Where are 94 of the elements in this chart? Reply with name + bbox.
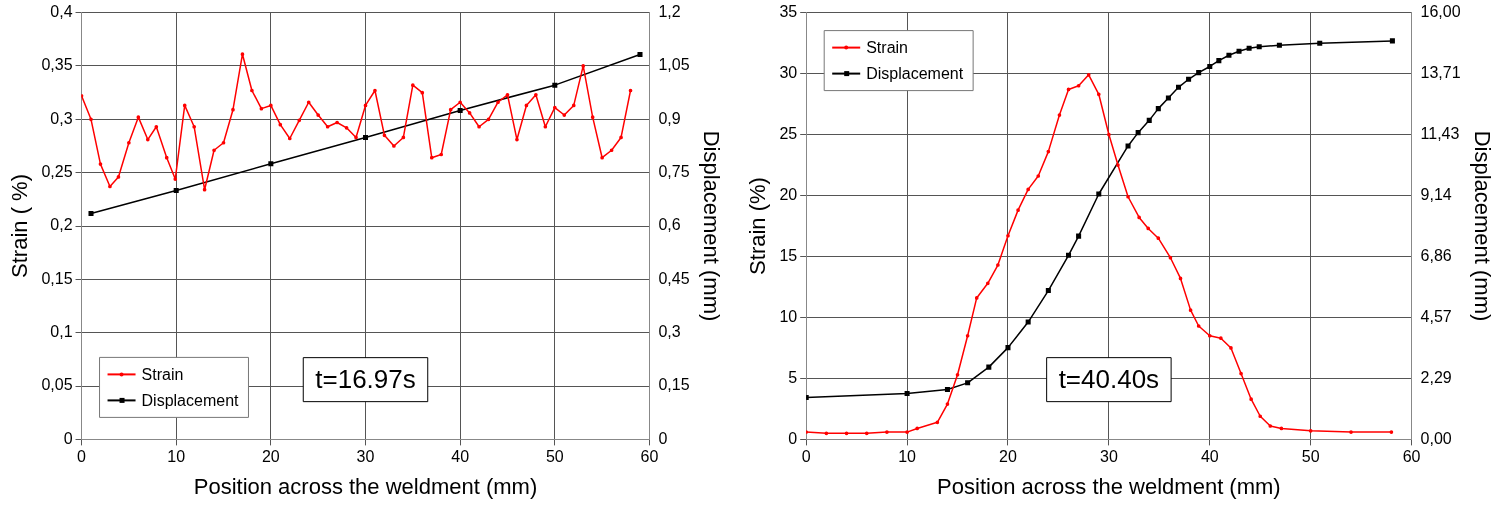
point (1155, 106, 1161, 112)
annotation: t=16.97s (315, 363, 416, 394)
point (1005, 345, 1011, 351)
y2-tick-label: 1,05 (658, 56, 690, 74)
point (1216, 58, 1222, 64)
point (1066, 252, 1072, 258)
point (637, 52, 643, 58)
legend-label: Displacement (866, 65, 964, 83)
y2-tick-label: 0,00 (1420, 429, 1452, 447)
y2-tick-label: 0,45 (658, 269, 690, 287)
y-tick-label: 0,15 (41, 269, 73, 287)
point (1146, 117, 1152, 123)
annotation: t=40.40s (1058, 363, 1160, 394)
point (1256, 44, 1262, 50)
x-tick-label: 50 (1301, 448, 1320, 466)
y-tick-label: 30 (779, 63, 798, 81)
point (362, 134, 369, 140)
point (965, 380, 971, 386)
point (944, 387, 950, 393)
point (1025, 319, 1031, 325)
y2-tick-label: 0,3 (658, 323, 681, 341)
y-tick-label: 0 (63, 429, 73, 447)
point (88, 211, 94, 217)
x-axis-title: Position across the weldment (mm) (193, 473, 538, 499)
y-tick-label: 35 (779, 3, 798, 21)
y2-axis-title: Displacement (mm) (698, 130, 724, 322)
point (1236, 48, 1242, 54)
point (1207, 63, 1213, 69)
point (1317, 40, 1323, 46)
legend-label: Strain (141, 365, 184, 383)
x-tick-label: 20 (261, 448, 280, 466)
y-tick-label: 0,2 (50, 216, 73, 234)
x-tick-label: 30 (1099, 448, 1118, 466)
y2-tick-label: 0,15 (658, 376, 690, 394)
y2-tick-label: 0,75 (658, 163, 690, 181)
y-tick-label: 25 (779, 124, 798, 142)
legend-label: Strain (866, 39, 908, 57)
x-tick-label: 0 (77, 448, 87, 466)
y-tick-label: 0,25 (41, 163, 73, 181)
y2-tick-label: 9,14 (1420, 185, 1452, 203)
y2-tick-label: 4,57 (1420, 307, 1452, 325)
point (1226, 52, 1232, 58)
y-tick-label: 15 (779, 246, 798, 264)
point (173, 187, 179, 193)
x-tick-label: 60 (1402, 448, 1421, 466)
point (457, 107, 463, 113)
point (1246, 45, 1252, 51)
y-tick-label: 0,05 (41, 376, 73, 394)
x-tick-label: 50 (545, 448, 564, 466)
y-tick-label: 20 (779, 185, 798, 203)
point (268, 161, 274, 167)
y2-tick-label: 13,71 (1420, 63, 1461, 81)
x-tick-label: 10 (898, 448, 917, 466)
x-tick-label: 60 (640, 448, 659, 466)
point (1186, 76, 1192, 82)
y2-tick-label: 6,86 (1420, 246, 1452, 264)
point (1276, 42, 1282, 48)
point (1045, 288, 1051, 294)
y2-tick-label: 2,29 (1420, 368, 1452, 386)
y2-tick-label: 0,6 (658, 216, 681, 234)
y-tick-label: 0,3 (50, 109, 73, 127)
x-tick-label: 10 (167, 448, 186, 466)
point (1125, 143, 1131, 149)
point (986, 364, 992, 370)
y2-tick-label: 16,00 (1420, 3, 1461, 21)
x-tick-label: 30 (356, 448, 375, 466)
y-tick-label: 0,1 (50, 323, 73, 341)
x-tick-label: 20 (999, 448, 1017, 466)
y-tick-label: 10 (779, 307, 798, 325)
y-tick-label: 0 (788, 429, 798, 447)
point (904, 391, 910, 397)
y2-tick-label: 0,9 (658, 109, 681, 127)
y2-axis-title: Displacement (mm) (1469, 130, 1495, 322)
point (1076, 233, 1082, 239)
point (1165, 95, 1171, 101)
y-axis-title: Strain ( %) (7, 174, 33, 278)
legend-label: Displacement (141, 391, 240, 409)
y-tick-label: 0,4 (50, 3, 73, 21)
point (1096, 191, 1102, 197)
y2-tick-label: 0 (658, 429, 668, 447)
y2-tick-label: 1,2 (658, 3, 681, 21)
y2-tick-label: 11,43 (1420, 124, 1460, 142)
point (1135, 130, 1141, 136)
point (1175, 84, 1182, 90)
point (1196, 70, 1202, 76)
y-tick-label: 5 (788, 368, 798, 386)
point (1389, 38, 1395, 44)
x-tick-label: 40 (451, 448, 470, 466)
point (552, 82, 558, 88)
y-axis-title: Strain (%) (745, 177, 771, 275)
x-tick-label: 40 (1200, 448, 1219, 466)
x-axis-title: Position across the weldment (mm) (937, 473, 1281, 499)
y-tick-label: 0,35 (41, 56, 73, 74)
x-tick-label: 0 (801, 448, 811, 466)
